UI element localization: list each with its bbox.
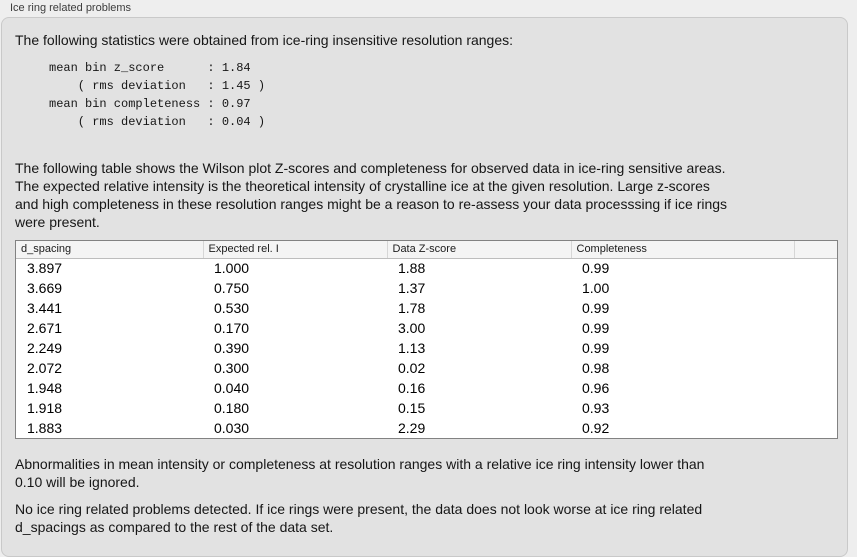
column-header[interactable]: Expected rel. I (203, 241, 388, 259)
ice-ring-table: d_spacing Expected rel. I Data Z-score Comp… (15, 240, 838, 439)
table-row[interactable]: 2.072 0.300 0.02 0.98 (16, 358, 837, 378)
column-header[interactable]: Data Z-score (387, 241, 572, 259)
table-row[interactable]: 3.669 0.750 1.37 1.00 (16, 278, 837, 298)
table-row[interactable]: 1.883 0.030 2.29 0.92 (16, 418, 837, 438)
table-cell (794, 378, 837, 398)
group-box-label: Ice ring related problems (10, 2, 132, 14)
table-cell (794, 298, 837, 318)
table-cell: 0.180 (214, 400, 250, 416)
table-row[interactable]: 2.671 0.170 3.00 0.99 (16, 318, 837, 338)
table-description: The following table shows the Wilson plo… (15, 160, 728, 230)
conclusion-text: No ice ring related problems detected. I… (15, 501, 703, 535)
table-cell: 1.13 (398, 340, 426, 356)
table-cell: 0.93 (582, 400, 610, 416)
table-cell (794, 398, 837, 418)
table-header-row: d_spacing Expected rel. I Data Z-score Comp… (16, 241, 837, 259)
table-cell: 1.883 (27, 420, 63, 436)
statistics-block: mean bin z_score : 1.84 ( rms deviation … (49, 61, 266, 129)
column-header[interactable] (794, 241, 837, 259)
table-cell: 2.072 (27, 360, 63, 376)
table-cell (794, 278, 837, 298)
table-cell: 3.441 (27, 300, 63, 316)
table-cell: 0.390 (214, 340, 250, 356)
intro-text: The following statistics were obtained f… (15, 32, 514, 48)
table-cell: 1.00 (582, 280, 610, 296)
column-header[interactable]: d_spacing (16, 241, 204, 259)
table-body: 3.897 1.000 1.88 0.99 3.669 0.750 1.37 1.00 3.44… (16, 258, 837, 438)
ignore-note: Abnormalities in mean intensity or compl… (15, 456, 705, 490)
table-row[interactable]: 1.918 0.180 0.15 0.93 (16, 398, 837, 418)
table-cell (794, 418, 837, 438)
table-cell: 1.948 (27, 380, 63, 396)
column-header[interactable]: Completeness (571, 241, 795, 259)
table-cell: 0.170 (214, 320, 250, 336)
table-cell: 0.99 (582, 320, 610, 336)
table-cell: 1.000 (214, 260, 250, 277)
table-cell: 0.030 (214, 420, 250, 436)
table-row[interactable]: 3.441 0.530 1.78 0.99 (16, 298, 837, 318)
table-cell: 0.96 (582, 380, 610, 396)
table-cell: 2.29 (398, 420, 426, 436)
table-cell: 2.671 (27, 320, 63, 336)
table-cell: 1.88 (398, 260, 426, 277)
table-cell: 0.040 (214, 380, 250, 396)
table-cell (794, 338, 837, 358)
table-cell (794, 258, 837, 278)
table-cell: 0.99 (582, 340, 610, 356)
table-cell: 1.918 (27, 400, 63, 416)
ice-ring-table-inner: d_spacing Expected rel. I Data Z-score Comp… (16, 241, 837, 438)
table-cell: 0.300 (214, 360, 250, 376)
table-row[interactable]: 2.249 0.390 1.13 0.99 (16, 338, 837, 358)
table-row[interactable]: 3.897 1.000 1.88 0.99 (16, 258, 837, 278)
table-cell: 3.897 (27, 260, 63, 277)
table-header: d_spacing Expected rel. I Data Z-score Comp… (16, 241, 837, 259)
ice-ring-group-box: The following statistics were obtained f… (1, 17, 848, 557)
table-cell: 0.02 (398, 360, 426, 376)
table-cell: 3.00 (398, 320, 426, 336)
table-cell: 0.15 (398, 400, 426, 416)
table-cell: 0.99 (582, 300, 610, 316)
table-cell: 2.249 (27, 340, 63, 356)
table-cell: 1.78 (398, 300, 426, 316)
table-cell: 0.98 (582, 360, 610, 376)
table-cell: 0.92 (582, 420, 610, 436)
table-cell: 3.669 (27, 280, 63, 296)
table-cell: 0.99 (582, 260, 610, 277)
table-cell: 0.750 (214, 280, 250, 296)
table-cell (794, 318, 837, 338)
table-cell: 0.16 (398, 380, 426, 396)
table-cell (794, 358, 837, 378)
table-row[interactable]: 1.948 0.040 0.16 0.96 (16, 378, 837, 398)
table-cell: 0.530 (214, 300, 250, 316)
table-cell: 1.37 (398, 280, 426, 296)
